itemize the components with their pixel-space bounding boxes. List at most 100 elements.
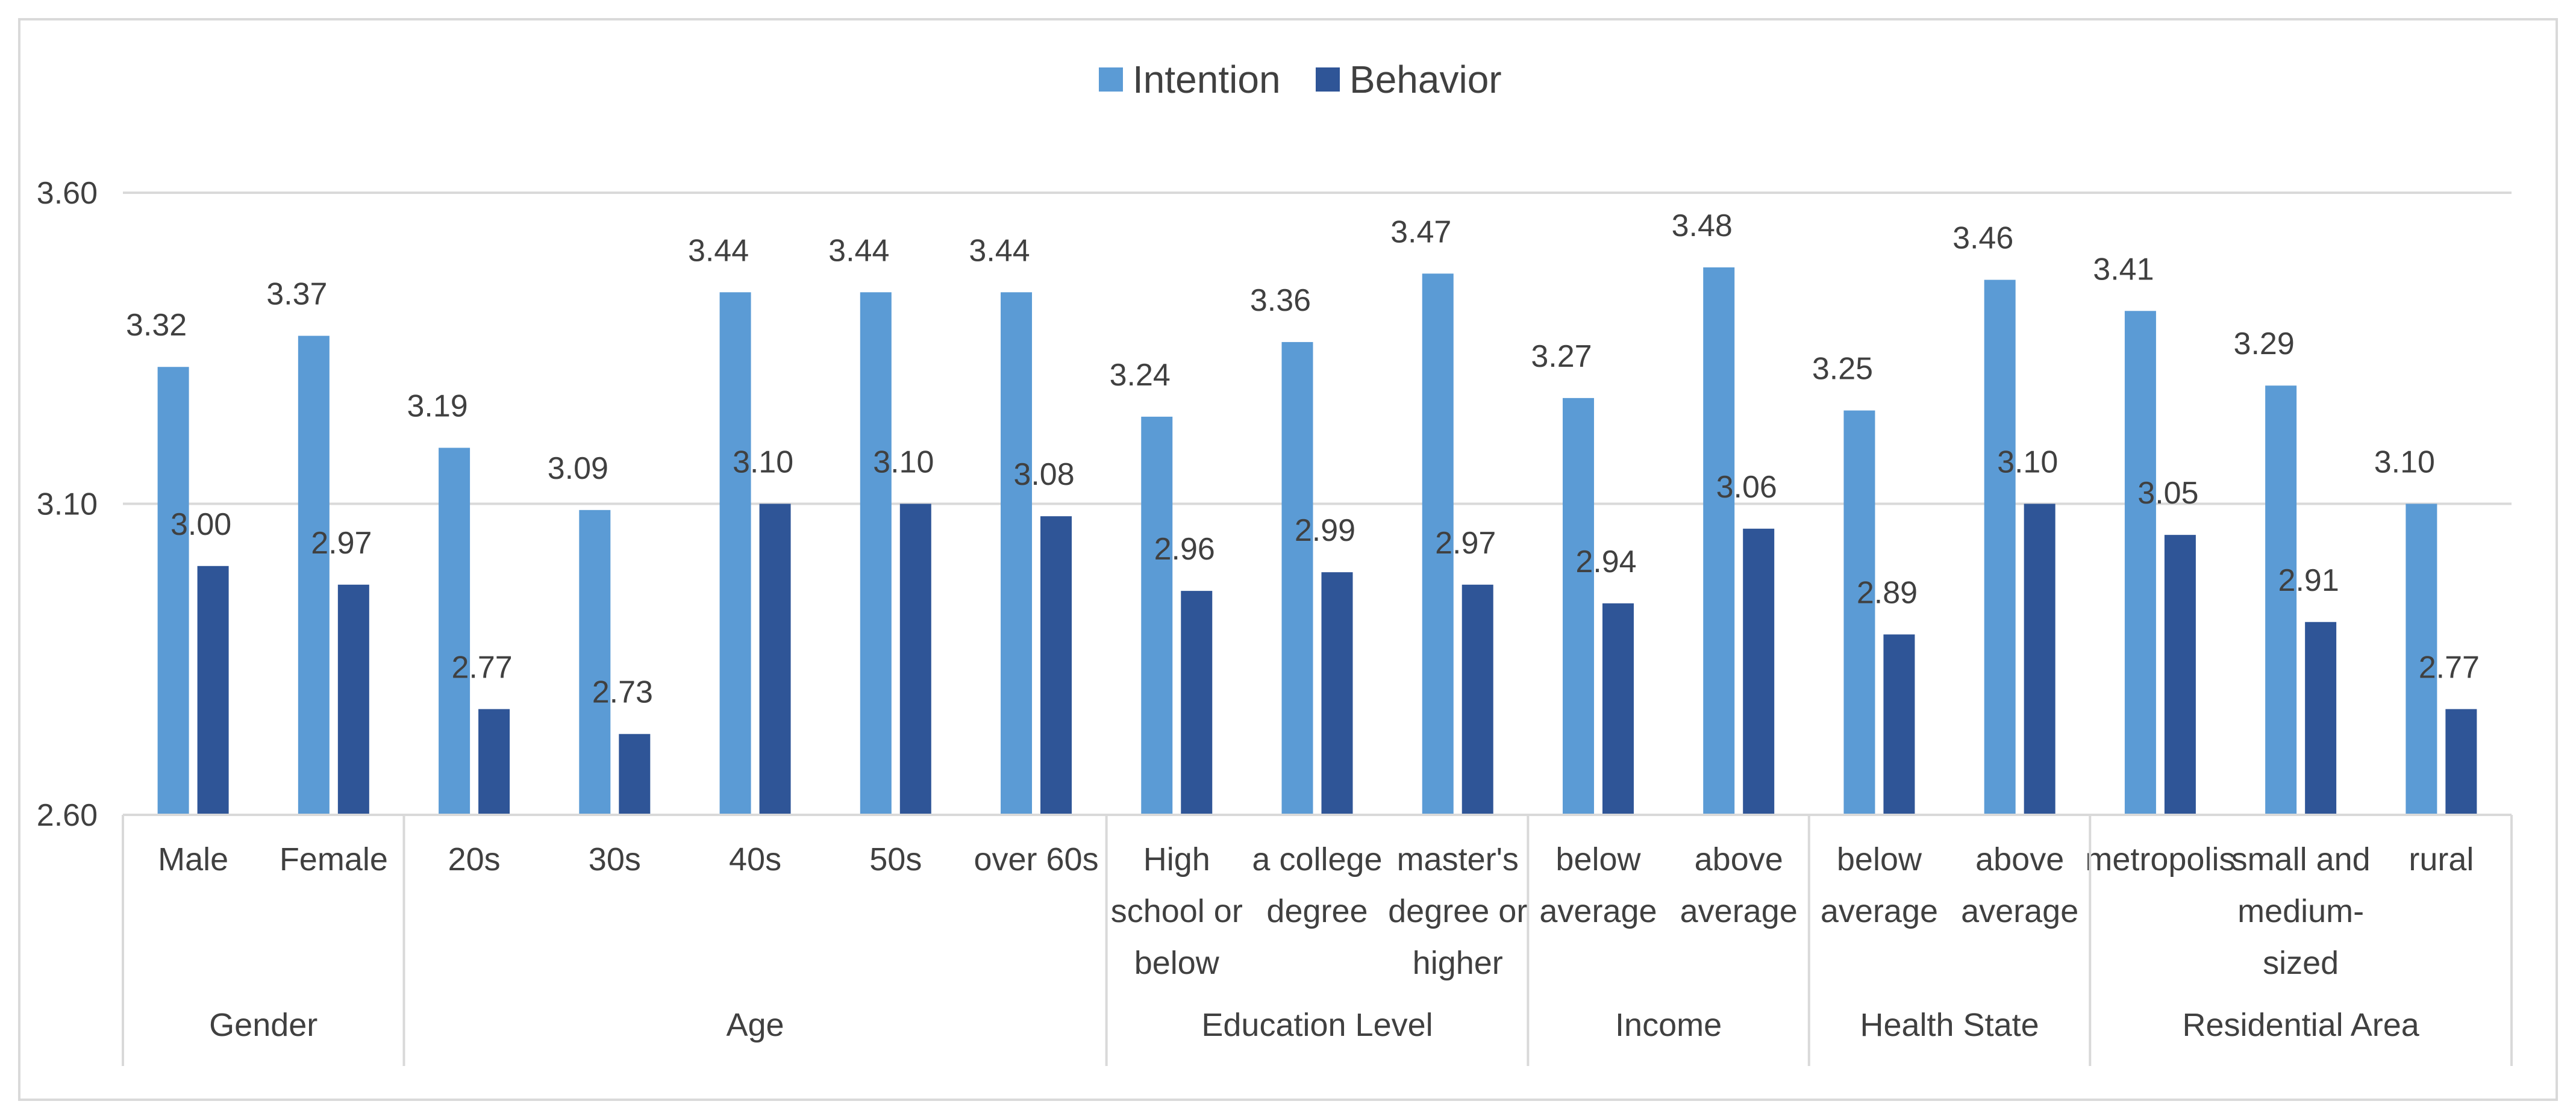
data-label-behavior: 3.10 — [733, 445, 793, 480]
category-label: master's degree or higher — [1388, 841, 1527, 981]
group-label: Residential Area — [2183, 1007, 2420, 1043]
bar-intention — [157, 367, 189, 815]
category-label: above average — [1961, 841, 2078, 929]
data-label-behavior: 2.89 — [1857, 575, 1918, 610]
bar-behavior — [1602, 603, 1634, 815]
bar-behavior — [2305, 622, 2337, 815]
category-label: rural — [2409, 841, 2474, 877]
data-label-behavior: 2.94 — [1575, 544, 1636, 579]
data-label-intention: 3.44 — [969, 233, 1030, 268]
category-label: a college degree — [1252, 841, 1382, 929]
data-label-behavior: 3.10 — [1997, 445, 2058, 480]
bar-behavior — [899, 503, 931, 815]
data-label-intention: 3.19 — [407, 389, 467, 424]
bar-behavior — [337, 584, 369, 815]
legend-behavior-label: Behavior — [1349, 58, 1502, 101]
group-label: Income — [1615, 1007, 1722, 1043]
category-label: small and medium-sized — [2231, 841, 2371, 981]
bar-behavior — [1743, 528, 1775, 815]
data-label-intention: 3.25 — [1812, 352, 1873, 387]
data-label-intention: 3.44 — [688, 233, 749, 268]
group-label: Education Level — [1201, 1007, 1433, 1043]
bar-intention — [2124, 311, 2156, 815]
y-tick-label: 2.60 — [37, 798, 98, 833]
data-label-behavior: 3.06 — [1716, 470, 1777, 505]
category-label: below average — [1821, 841, 1938, 929]
data-label-behavior: 3.00 — [170, 507, 231, 542]
legend-intention-swatch — [1099, 67, 1123, 92]
legend-intention-label: Intention — [1133, 58, 1281, 101]
chart-frame: 2.60 3.10 3.60 3.32 3.00 Male 3.37 2.97 Female 3.… — [18, 18, 2558, 1101]
category-label: 40s — [729, 841, 781, 877]
bar-intention — [860, 292, 892, 815]
bar-behavior — [619, 734, 651, 815]
data-label-intention: 3.36 — [1250, 283, 1311, 318]
data-label-behavior: 2.97 — [311, 526, 372, 561]
category-label: 50s — [869, 841, 922, 877]
data-label-intention: 3.44 — [828, 233, 889, 268]
legend-behavior-swatch — [1316, 67, 1340, 92]
y-tick-label: 3.60 — [37, 176, 98, 211]
category-label: Female — [280, 841, 388, 877]
bar-behavior — [1462, 584, 1493, 815]
bar-behavior — [2024, 503, 2055, 815]
category-label: Male — [158, 841, 228, 877]
group-label: Gender — [209, 1007, 317, 1043]
data-label-behavior: 2.73 — [592, 675, 653, 710]
bar-intention — [439, 447, 470, 815]
category-label: over 60s — [974, 841, 1098, 877]
data-label-intention: 3.10 — [2374, 445, 2435, 480]
bar-intention — [1141, 416, 1173, 815]
bar-intention — [1422, 273, 1454, 815]
bar-behavior — [1321, 572, 1353, 815]
bar-intention — [1984, 279, 2016, 815]
data-label-behavior: 2.97 — [1435, 526, 1496, 561]
bar-behavior — [478, 709, 510, 815]
bar-intention — [1001, 292, 1033, 815]
bar-intention — [579, 510, 611, 815]
data-label-behavior: 3.05 — [2137, 476, 2198, 511]
group-label: Health State — [1860, 1007, 2039, 1043]
data-label-behavior: 3.10 — [873, 445, 934, 480]
data-label-intention: 3.37 — [266, 277, 327, 312]
category-label: below average — [1539, 841, 1657, 929]
bar-behavior — [2445, 709, 2477, 815]
data-label-intention: 3.27 — [1531, 339, 1592, 374]
bar-intention — [1703, 267, 1735, 815]
category-label: above average — [1680, 841, 1798, 929]
data-label-intention: 3.29 — [2234, 326, 2295, 361]
data-label-behavior: 2.77 — [2419, 650, 2480, 685]
data-label-behavior: 2.96 — [1154, 532, 1215, 567]
bar-intention — [2265, 385, 2297, 815]
bar-intention — [1281, 341, 1313, 815]
data-label-behavior: 3.08 — [1013, 457, 1074, 492]
data-label-intention: 3.24 — [1110, 358, 1171, 393]
group-label: Age — [727, 1007, 784, 1043]
data-label-intention: 3.47 — [1390, 214, 1451, 249]
bar-behavior — [759, 503, 791, 815]
bar-intention — [1562, 397, 1594, 815]
bar-intention — [1843, 410, 1875, 815]
bar-behavior — [1040, 516, 1072, 815]
bar-intention — [2406, 503, 2437, 815]
data-label-intention: 3.48 — [1672, 208, 1733, 243]
bar-behavior — [1883, 634, 1915, 815]
data-label-intention: 3.41 — [2093, 252, 2154, 287]
category-label: metropolis — [2085, 841, 2235, 877]
category-label: High school or below — [1111, 841, 1243, 981]
data-label-intention: 3.32 — [126, 308, 187, 343]
data-label-intention: 3.09 — [548, 451, 608, 486]
bar-behavior — [197, 566, 229, 815]
data-label-behavior: 2.91 — [2278, 563, 2339, 598]
data-label-behavior: 2.99 — [1295, 513, 1355, 548]
data-label-intention: 3.46 — [1952, 221, 2013, 256]
category-label: 30s — [589, 841, 641, 877]
bar-chart: 2.60 3.10 3.60 3.32 3.00 Male 3.37 2.97 Female 3.… — [37, 58, 2513, 1066]
bar-intention — [298, 335, 330, 815]
y-tick-label: 3.10 — [37, 487, 98, 522]
bar-intention — [719, 292, 751, 815]
bar-behavior — [2164, 535, 2196, 815]
data-label-behavior: 2.77 — [451, 650, 512, 685]
bar-behavior — [1181, 591, 1213, 815]
category-label: 20s — [448, 841, 501, 877]
